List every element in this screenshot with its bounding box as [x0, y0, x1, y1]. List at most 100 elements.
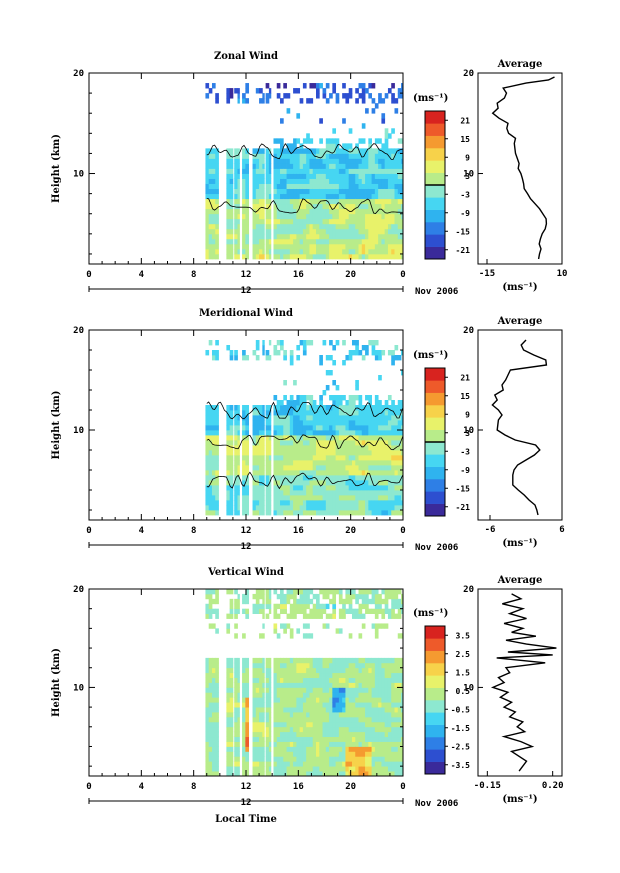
- heatmap-cell: [208, 460, 213, 466]
- colorbar-segment: [425, 368, 445, 381]
- heatmap-cell: [262, 440, 265, 446]
- heatmap-cell: [211, 707, 216, 713]
- heatmap-cell: [351, 756, 356, 762]
- heatmap-cell: [397, 613, 402, 619]
- heatmap-cell: [335, 687, 340, 693]
- heatmap-cell: [245, 243, 250, 250]
- heatmap-cell: [391, 415, 395, 421]
- heatmap-cell: [361, 233, 366, 240]
- heatmap-cell: [268, 589, 272, 595]
- heatmap-cell: [358, 405, 363, 411]
- heatmap-cell: [283, 766, 287, 772]
- heatmap-cell: [368, 692, 372, 698]
- heatmap-cell: [345, 425, 350, 431]
- heatmap-cell: [345, 712, 350, 718]
- heatmap-cell: [280, 707, 284, 713]
- heatmap-cell: [361, 726, 366, 733]
- heatmap-cell: [302, 771, 307, 777]
- heatmap-cell: [355, 736, 359, 742]
- heatmap-cell: [368, 410, 372, 416]
- heatmap-cell: [273, 510, 278, 516]
- heatmap-cell: [208, 677, 213, 683]
- heatmap-cell: [332, 716, 337, 723]
- heatmap-cell: [273, 761, 278, 767]
- heatmap-cell: [283, 667, 287, 674]
- heatmap-cell: [268, 465, 272, 471]
- heatmap-cell: [332, 233, 337, 240]
- heatmap-cell: [293, 657, 297, 664]
- heatmap-cell: [211, 746, 216, 752]
- heatmap-cell: [401, 248, 404, 255]
- heatmap-cell: [368, 228, 372, 235]
- heatmap-cell: [387, 500, 392, 506]
- heatmap-cell: [306, 193, 310, 200]
- heatmap-cell: [338, 410, 343, 416]
- heatmap-cell: [252, 751, 257, 757]
- heatmap-cell: [265, 500, 270, 506]
- date-day-label: 12: [241, 286, 252, 296]
- heatmap-cell: [335, 766, 340, 772]
- heatmap-cell: [208, 657, 213, 664]
- heatmap-cell: [245, 223, 250, 230]
- heatmap-cell: [265, 746, 270, 752]
- heatmap-cell: [345, 495, 350, 501]
- heatmap-cell: [237, 716, 240, 723]
- heatmap-cell: [394, 736, 399, 742]
- heatmap-cell: [368, 721, 372, 728]
- heatmap-cell: [268, 687, 272, 693]
- heatmap-cell: [381, 667, 386, 674]
- heatmap-cell: [205, 485, 210, 491]
- heatmap-cell: [371, 173, 376, 179]
- heatmap-cell: [325, 213, 330, 220]
- heatmap-cell: [397, 500, 402, 506]
- heatmap-cell: [351, 410, 356, 416]
- heatmap-cell: [381, 193, 386, 200]
- heatmap-cell: [381, 500, 386, 506]
- heatmap-cell: [226, 657, 231, 664]
- heatmap-cell: [348, 736, 353, 742]
- heatmap-cell: [319, 148, 323, 154]
- heatmap-cell: [342, 445, 346, 451]
- heatmap-cell: [302, 731, 307, 738]
- heatmap-cell: [252, 435, 257, 441]
- heatmap-cell: [309, 731, 314, 738]
- heatmap-cell: [226, 193, 231, 200]
- heatmap-cell: [302, 751, 307, 757]
- heatmap-cell: [309, 178, 314, 184]
- heatmap-cell: [381, 623, 386, 629]
- heatmap-cell: [401, 223, 404, 230]
- heatmap-cell: [394, 153, 399, 159]
- heatmap-cell: [378, 430, 382, 436]
- heatmap-cell: [329, 178, 333, 184]
- heatmap-cell: [306, 440, 310, 446]
- heatmap-cell: [312, 716, 317, 723]
- heatmap-cell: [211, 623, 216, 629]
- heatmap-cell: [289, 465, 294, 471]
- heatmap-cell: [371, 761, 376, 767]
- heatmap-cell: [283, 178, 287, 184]
- heatmap-cell: [237, 233, 240, 240]
- heatmap-cell: [211, 598, 216, 605]
- heatmap-cell: [229, 208, 234, 215]
- heatmap-cell: [394, 613, 399, 619]
- heatmap-cell: [329, 355, 333, 361]
- heatmap-cell: [374, 598, 379, 605]
- heatmap-cell: [306, 672, 310, 678]
- heatmap-cell: [309, 613, 314, 619]
- heatmap-cell: [205, 198, 210, 205]
- heatmap-cell: [302, 480, 307, 486]
- heatmap-cell: [215, 163, 219, 169]
- heatmap-cell: [348, 677, 353, 683]
- heatmap-cell: [368, 425, 372, 431]
- heatmap-cell: [237, 223, 240, 230]
- heatmap-cell: [348, 608, 353, 614]
- heatmap-cell: [211, 736, 216, 742]
- heatmap-cell: [302, 168, 307, 174]
- heatmap-cell: [255, 415, 260, 421]
- heatmap-cell: [312, 168, 317, 174]
- heatmap-cell: [265, 589, 270, 595]
- heatmap-cell: [226, 88, 231, 94]
- heatmap-cell: [365, 771, 369, 777]
- heatmap-cell: [252, 766, 257, 772]
